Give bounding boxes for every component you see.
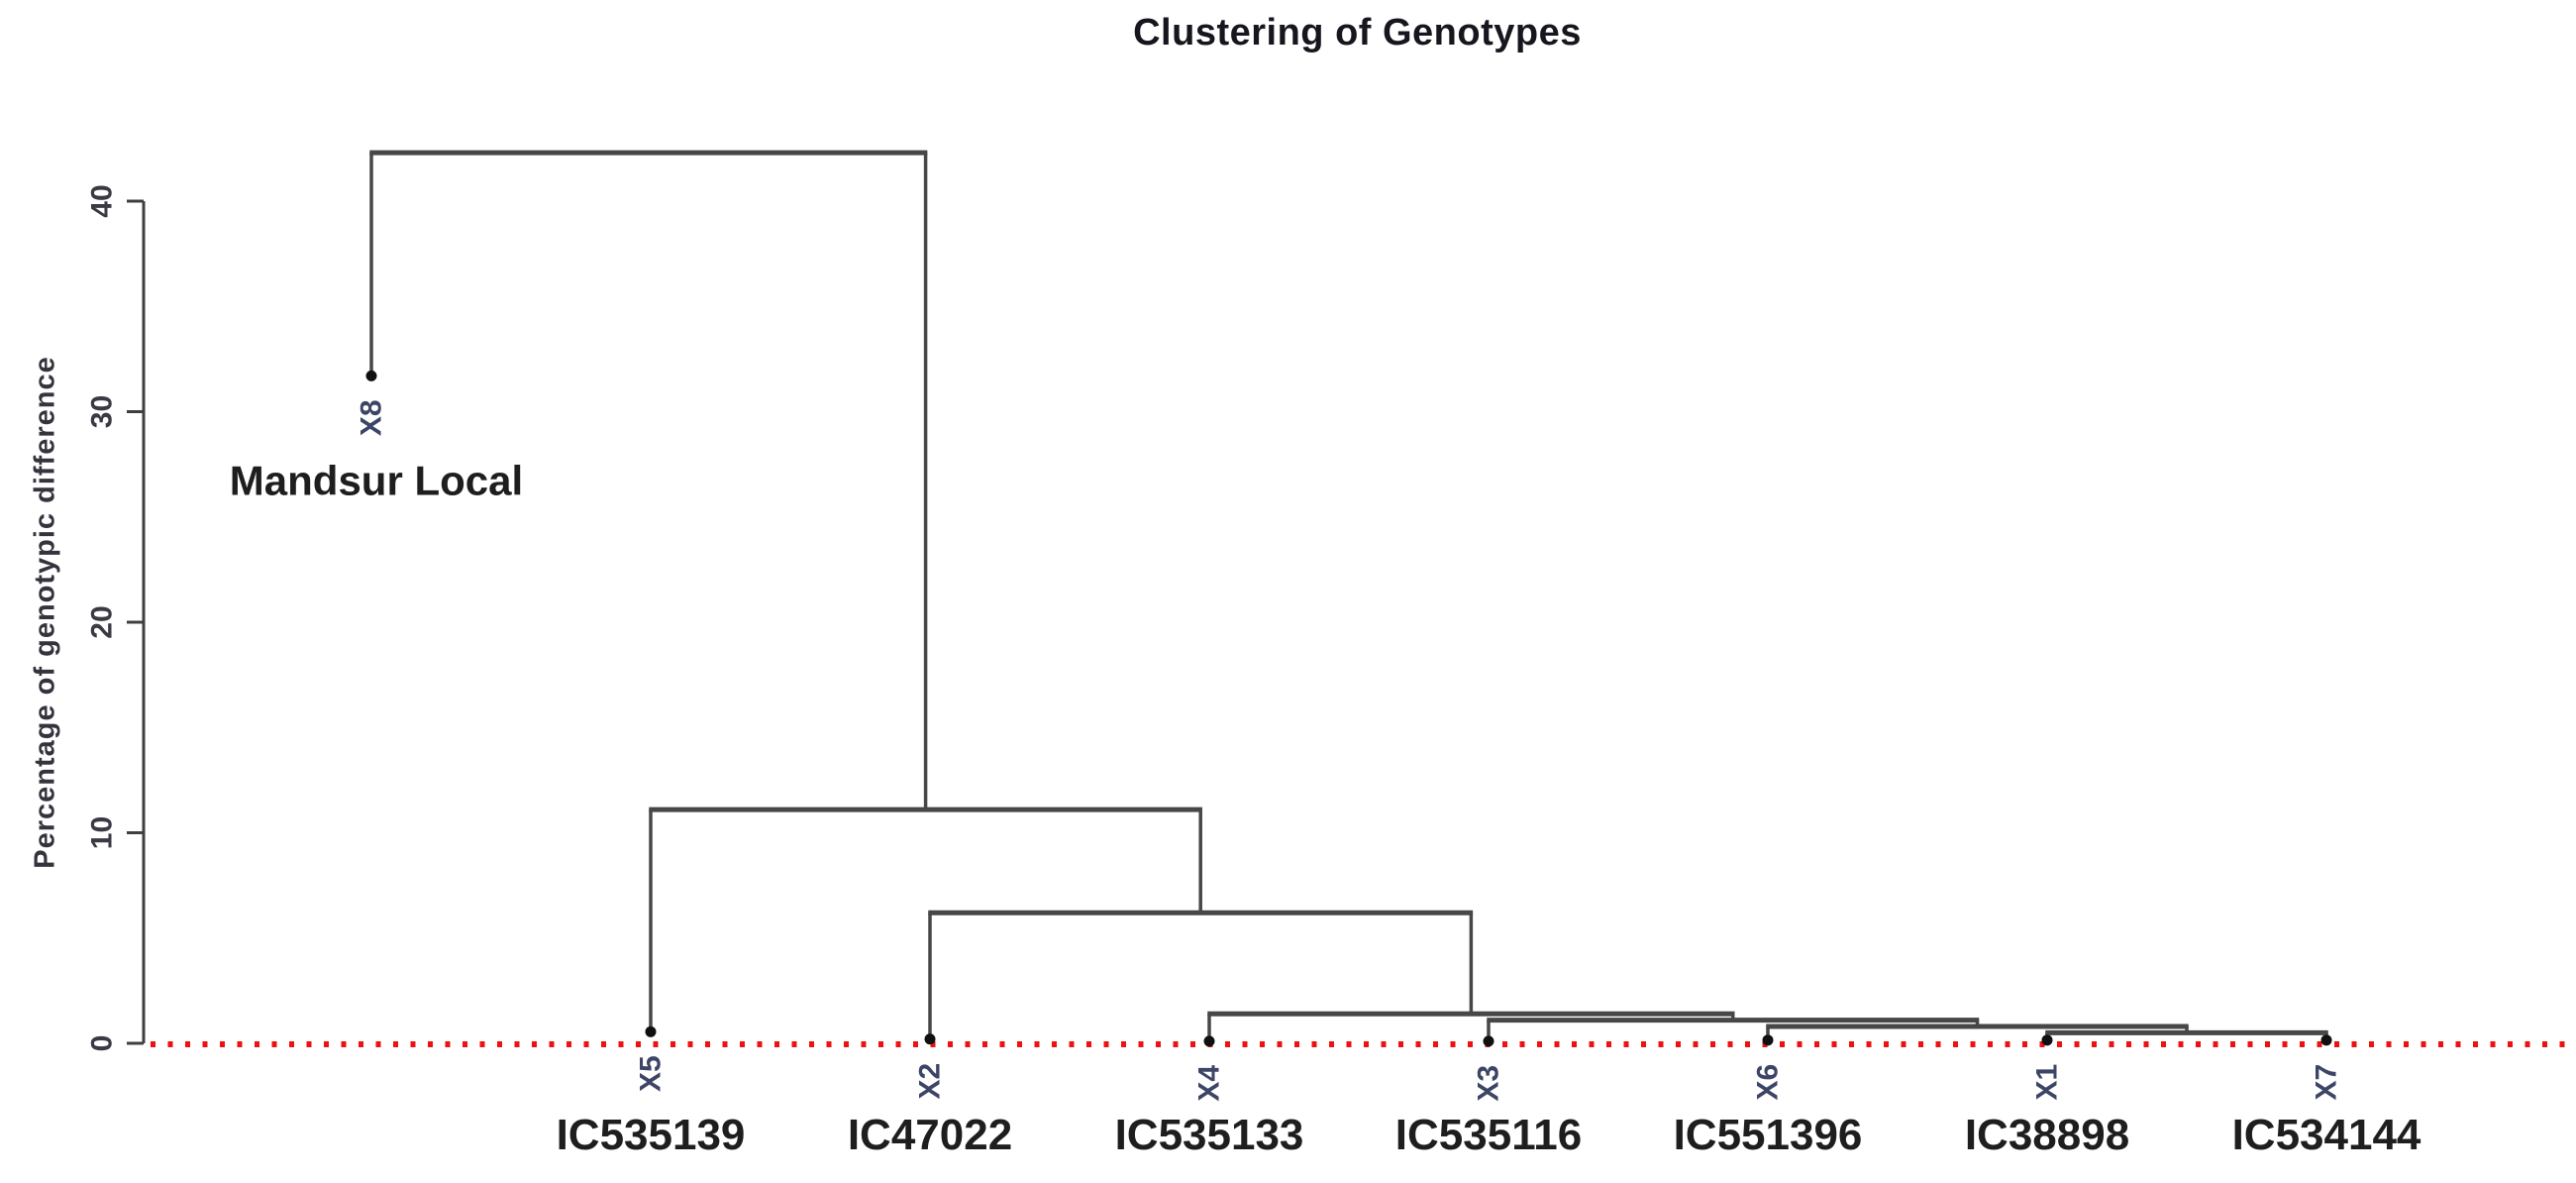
leaf-marker xyxy=(365,370,377,381)
leaf-id-label: X4 xyxy=(1193,1065,1226,1102)
genotype-label: IC38898 xyxy=(1965,1111,2129,1159)
leaf-id-label: X8 xyxy=(356,399,388,436)
leaf-marker xyxy=(2041,1034,2053,1046)
genotype-label: Mandsur Local xyxy=(230,457,523,503)
genotype-label: IC535133 xyxy=(1115,1111,1304,1159)
leaf-id-label: X7 xyxy=(2311,1064,2343,1101)
genotype-label: IC551396 xyxy=(1674,1111,1863,1159)
y-tick-label: 40 xyxy=(86,184,119,217)
leaf-marker xyxy=(1203,1035,1215,1047)
leaf-id-label: X5 xyxy=(635,1055,668,1092)
leaf-marker xyxy=(2320,1034,2332,1046)
leaf-id-label: X1 xyxy=(2031,1064,2064,1101)
y-tick-label: 30 xyxy=(86,395,119,428)
y-tick-label: 20 xyxy=(86,605,119,638)
genotype-label: IC535139 xyxy=(557,1111,746,1159)
leaf-marker xyxy=(645,1025,657,1037)
genotype-label: IC534144 xyxy=(2232,1111,2421,1159)
leaf-marker xyxy=(1483,1035,1494,1047)
leaf-marker xyxy=(924,1033,936,1045)
chart-title: Clustering of Genotypes xyxy=(1133,12,1582,54)
leaf-id-label: X6 xyxy=(1752,1064,1785,1101)
genotype-label: IC47022 xyxy=(848,1111,1012,1159)
leaf-marker xyxy=(1762,1034,1774,1046)
y-tick-label: 10 xyxy=(86,816,119,849)
leaf-id-label: X3 xyxy=(1473,1065,1505,1102)
genotype-label: IC535116 xyxy=(1395,1111,1582,1159)
leaf-id-label: X2 xyxy=(914,1063,947,1100)
y-tick-label: 0 xyxy=(86,1035,119,1052)
